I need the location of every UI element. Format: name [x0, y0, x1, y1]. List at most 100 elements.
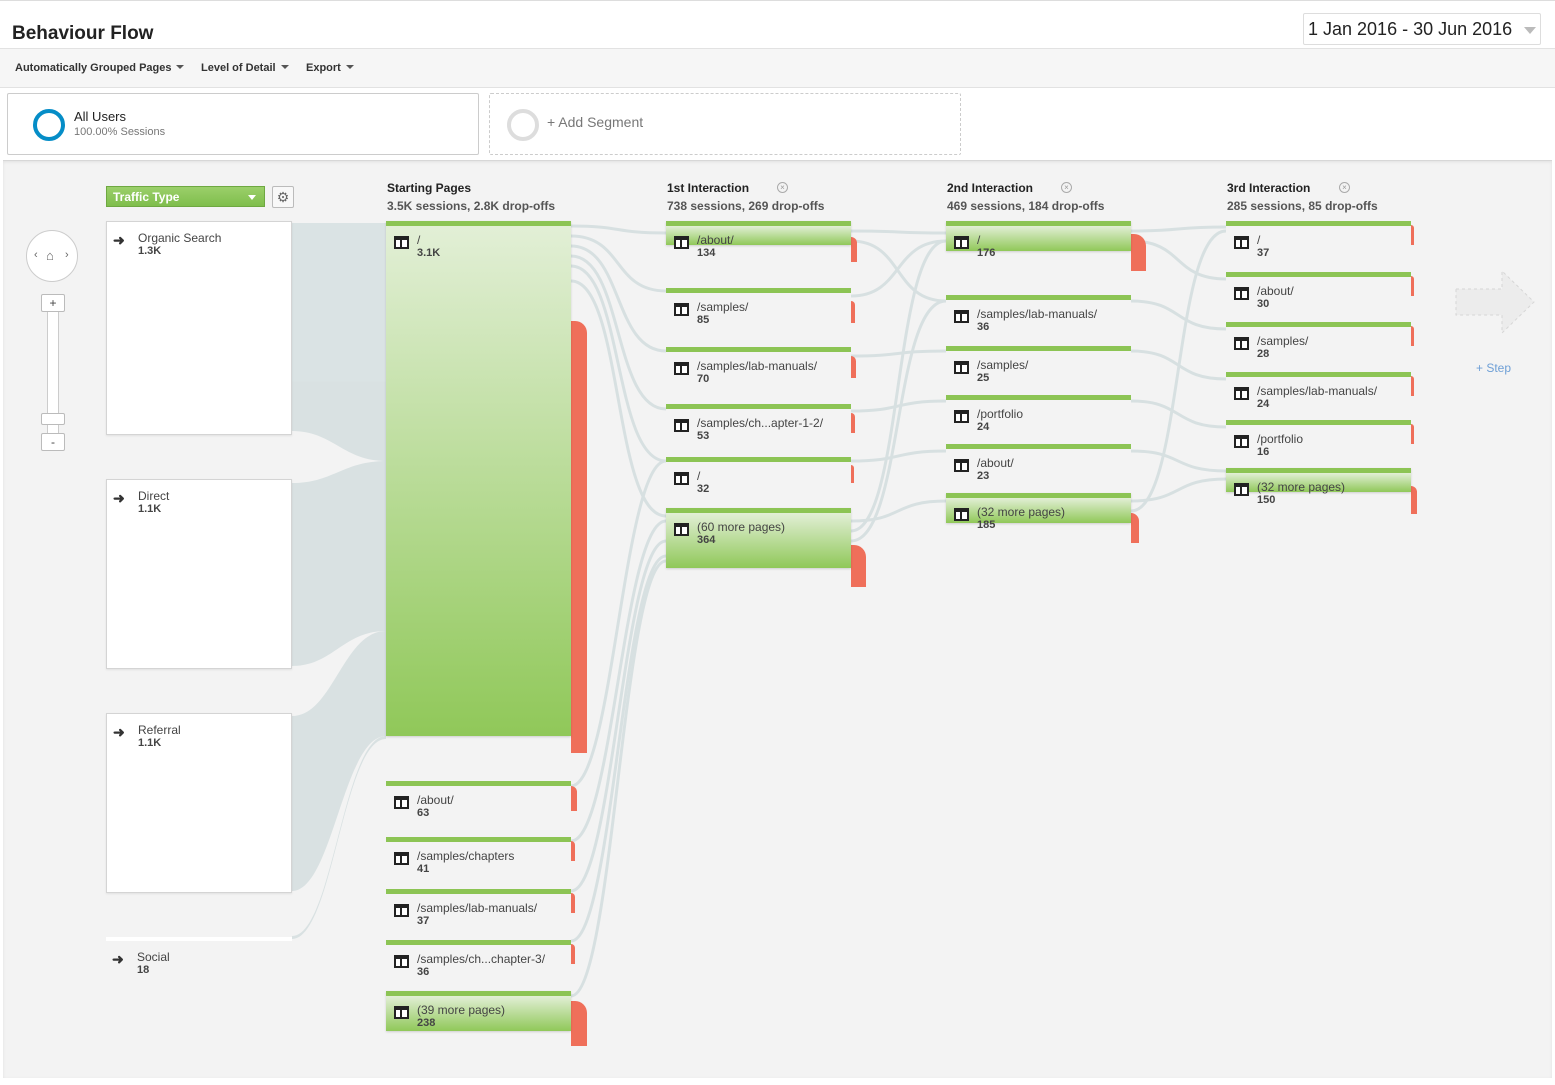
dropoff-bar[interactable]	[571, 786, 577, 811]
page-value: 37	[417, 915, 430, 927]
page-node[interactable]: (60 more pages) 364	[666, 508, 851, 568]
page-node[interactable]: /portfolio 24	[946, 395, 1131, 435]
column-summary: 285 sessions, 85 drop-offs	[1227, 199, 1378, 213]
page-node[interactable]: /about/ 63	[386, 781, 571, 821]
page-label: /portfolio	[977, 407, 1024, 421]
dropoff-bar[interactable]	[571, 893, 575, 913]
add-step-button[interactable]: + Step	[1476, 361, 1512, 375]
pan-right-icon[interactable]: ›	[65, 249, 69, 261]
page-label: /	[977, 233, 981, 247]
page-value: 24	[1257, 398, 1270, 410]
dropoff-bar[interactable]	[1411, 486, 1417, 514]
segment-ring-icon	[33, 109, 65, 141]
column-header: Starting Pages 3.5K sessions, 2.8K drop-…	[387, 181, 555, 213]
close-icon[interactable]: ×	[1061, 182, 1072, 193]
page-label: /about/	[977, 456, 1014, 470]
pan-control[interactable]: ‹ ⌂ ›	[26, 230, 78, 282]
dropoff-bar[interactable]	[571, 1001, 587, 1046]
chevron-down-icon	[1524, 27, 1536, 34]
source-node[interactable]: ➜ Organic Search 1.3K	[106, 221, 292, 435]
page-node[interactable]: /about/ 30	[1226, 272, 1411, 312]
export-menu[interactable]: Export	[306, 62, 354, 74]
gear-icon[interactable]: ⚙	[272, 186, 294, 208]
dropoff-bar[interactable]	[1411, 376, 1414, 396]
close-icon[interactable]: ×	[777, 182, 788, 193]
traffic-type-dropdown[interactable]: Traffic Type	[106, 186, 265, 207]
dropoff-bar[interactable]	[1411, 225, 1414, 245]
page-node[interactable]: / 3.1K	[386, 221, 571, 736]
page-icon	[954, 410, 969, 423]
page-node[interactable]: /about/ 134	[666, 221, 851, 259]
page-icon	[954, 508, 969, 521]
page-icon	[674, 303, 689, 316]
dropoff-bar[interactable]	[851, 301, 855, 323]
dropoff-bar[interactable]	[571, 944, 575, 964]
page-label: (60 more pages)	[697, 520, 786, 534]
page-label: /about/	[417, 793, 454, 807]
pan-left-icon[interactable]: ‹	[34, 249, 38, 261]
dropoff-bar[interactable]	[851, 545, 866, 587]
page-node[interactable]: / 32	[666, 457, 851, 497]
page-node[interactable]: /samples/lab-manuals/ 37	[386, 889, 571, 929]
page-node[interactable]: /samples/chapters 41	[386, 837, 571, 877]
dropoff-bar[interactable]	[1411, 276, 1414, 296]
dropoff-bar[interactable]	[851, 237, 857, 262]
next-step-arrow-icon[interactable]	[1454, 269, 1536, 335]
page-icon	[394, 904, 409, 917]
page-node[interactable]: /samples/ 28	[1226, 322, 1411, 362]
page-icon	[394, 236, 409, 249]
page-label: /samples/lab-manuals/	[697, 359, 818, 373]
grouped-pages-menu[interactable]: Automatically Grouped Pages	[15, 62, 185, 74]
page-icon	[394, 1006, 409, 1019]
source-node-bar[interactable]	[106, 937, 292, 941]
page-value: 63	[417, 807, 430, 819]
page-node[interactable]: / 37	[1226, 221, 1411, 261]
add-segment-button[interactable]: + Add Segment	[489, 93, 961, 155]
page-node[interactable]: /portfolio 16	[1226, 420, 1411, 460]
page-node[interactable]: /samples/ 85	[666, 288, 851, 328]
page-value: 24	[977, 421, 990, 433]
source-node[interactable]: ➜ Referral 1.1K	[106, 713, 292, 893]
page-label: /samples/ch...chapter-3/	[417, 952, 546, 966]
zoom-slider-track[interactable]	[47, 309, 59, 449]
dropoff-bar[interactable]	[1131, 234, 1146, 271]
level-of-detail-menu[interactable]: Level of Detail	[201, 62, 289, 74]
zoom-out-button[interactable]: -	[41, 433, 65, 451]
close-icon[interactable]: ×	[1339, 182, 1350, 193]
page-node[interactable]: (39 more pages) 238	[386, 991, 571, 1031]
header-bar: Behaviour Flow 1 Jan 2016 - 30 Jun 2016	[0, 0, 1555, 48]
dropoff-bar[interactable]	[1411, 326, 1414, 346]
page-icon	[1234, 287, 1249, 300]
page-label: (32 more pages)	[1257, 480, 1346, 494]
flow-canvas[interactable]: ‹ ⌂ › + - Traffic Type ⚙ ➜ Organic Searc…	[3, 160, 1552, 1078]
dropoff-bar[interactable]	[851, 465, 854, 483]
source-node[interactable]: ➜ Social 18	[106, 941, 292, 981]
dropoff-bar[interactable]	[571, 841, 575, 861]
home-icon[interactable]: ⌂	[46, 248, 54, 263]
page-node[interactable]: /samples/ch...chapter-3/ 36	[386, 940, 571, 980]
page-icon	[1234, 435, 1249, 448]
page-value: 37	[1257, 247, 1270, 259]
dropoff-bar[interactable]	[851, 413, 855, 433]
dropoff-bar[interactable]	[1131, 513, 1139, 543]
dropoff-bar[interactable]	[571, 321, 587, 753]
report-toolbar: Automatically Grouped Pages Level of Det…	[0, 48, 1555, 88]
page-node[interactable]: /samples/ch...apter-1-2/ 53	[666, 404, 851, 444]
page-node[interactable]: /samples/ 25	[946, 346, 1131, 386]
page-node[interactable]: / 176	[946, 221, 1131, 259]
zoom-in-button[interactable]: +	[41, 294, 65, 312]
page-value: 70	[697, 373, 710, 385]
dropoff-bar[interactable]	[851, 356, 856, 378]
page-node[interactable]: /samples/lab-manuals/ 36	[946, 295, 1131, 335]
date-range-picker[interactable]: 1 Jan 2016 - 30 Jun 2016	[1303, 13, 1541, 45]
date-range-label: 1 Jan 2016 - 30 Jun 2016	[1308, 19, 1513, 39]
page-node[interactable]: /samples/lab-manuals/ 70	[666, 347, 851, 387]
page-node[interactable]: (32 more pages) 185	[946, 493, 1131, 531]
page-node[interactable]: /about/ 23	[946, 444, 1131, 484]
dropoff-bar[interactable]	[1411, 424, 1414, 444]
page-node[interactable]: /samples/lab-manuals/ 24	[1226, 372, 1411, 412]
segment-all-users[interactable]: All Users 100.00% Sessions	[7, 93, 479, 155]
zoom-slider-handle[interactable]	[41, 413, 65, 425]
page-node[interactable]: (32 more pages) 150	[1226, 468, 1411, 506]
source-node[interactable]: ➜ Direct 1.1K	[106, 479, 292, 669]
